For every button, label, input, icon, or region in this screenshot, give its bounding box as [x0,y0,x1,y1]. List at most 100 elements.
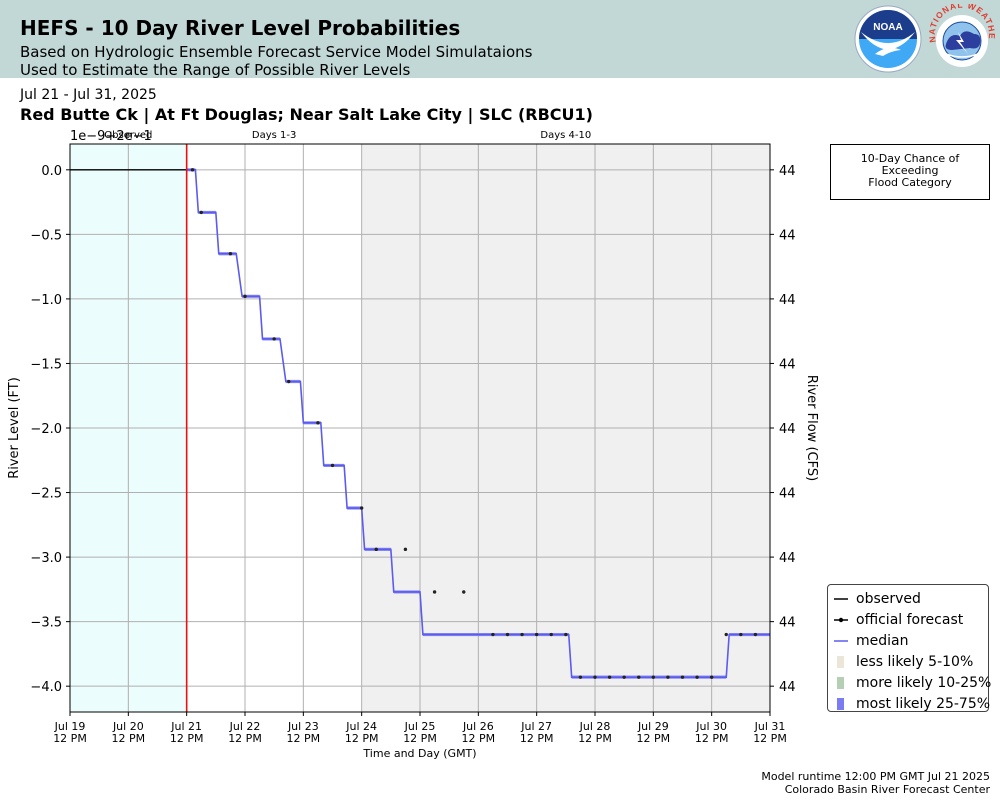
flood-box-line-2: Exceeding [881,164,939,177]
y2-tick-label: 44 [779,616,796,631]
y-tick-label: −4.0 [30,680,62,695]
y2-tick-label: 44 [779,357,796,372]
forecast-point [228,252,233,256]
region-label-observed: Observed [104,130,152,141]
median-line [186,169,770,678]
x-tick-label-date: Jul 21 [170,720,202,733]
forecast-point [359,506,364,510]
legend-less-likely-swatch [832,651,850,672]
chart-legend: observed official forecast median less l… [827,584,992,714]
x-tick-label-time: 12 PM [695,732,729,745]
legend-official-forecast-swatch [832,609,850,630]
forecast-point [272,337,276,341]
y2-tick-label: 44 [779,551,796,566]
legend-median-swatch [832,630,850,651]
y-tick-label: −3.0 [30,551,62,566]
flood-category-box: 10-Day Chance of Exceeding Flood Categor… [830,144,990,200]
forecast-point [578,675,583,679]
y-tick-label: −0.5 [30,228,62,243]
gauge-location: Red Butte Ck | At Ft Douglas; Near Salt … [20,105,593,124]
region-observed [70,144,187,712]
forecast-point [564,632,568,637]
x-tick-label-time: 12 PM [403,732,437,745]
forecast-point [190,168,195,172]
flood-box-line-3: Flood Category [868,176,952,189]
x-tick-label-date: Jul 23 [287,720,319,733]
y-axis-label: River Level (FT) [7,377,22,479]
forecast-period: Jul 21 - Jul 31, 2025 [20,87,157,103]
legend-label-median: median [856,632,909,649]
page-subtitle-1: Based on Hydrologic Ensemble Forecast Se… [20,43,533,61]
x-tick-label-time: 12 PM [345,732,379,745]
x-tick-label-time: 12 PM [462,732,496,745]
legend-item-observed: observed [832,588,988,609]
forecast-point [505,632,510,637]
forecast-point [753,632,758,637]
chart-regions [70,144,770,712]
forecast-point [374,547,378,552]
x-tick-label-time: 12 PM [53,732,87,745]
y2-axis-label: River Flow (CFS) [804,375,819,481]
x-tick-label-time: 12 PM [637,732,671,745]
x-tick-label-time: 12 PM [170,732,204,745]
legend-label-most-likely: most likely 25-75% [856,695,991,712]
x-tick-label-time: 12 PM [287,732,321,745]
forecast-point [520,632,524,637]
forecast-point [403,547,408,552]
legend-item-less-likely: less likely 5-10% [832,651,988,672]
forecast-point [651,675,656,679]
forecast-center: Colorado Basin River Forecast Center [784,783,990,796]
x-axis-label: Time and Day (GMT) [362,747,476,760]
footer: Model runtime 12:00 PM GMT Jul 21 2025 C… [761,770,990,796]
legend-item-most-likely: most likely 25-75% [832,693,991,714]
x-tick-label-time: 12 PM [228,732,262,745]
y2-tick-label: 44 [779,422,796,437]
x-tick-label-date: Jul 30 [695,720,727,733]
y-tick-label: 0.0 [41,164,62,179]
forecast-point [724,632,728,637]
legend-label-observed: observed [856,590,921,607]
y-offset-text: 1e−9+2e−1 [70,129,152,144]
chart-series [70,144,770,712]
legend-label-official-forecast: official forecast [856,611,964,628]
x-tick-label-date: Jul 25 [404,720,436,733]
forecast-point [680,675,685,679]
region-days-1-3 [186,144,362,712]
forecast-point [549,632,553,637]
legend-most-likely-swatch [832,693,850,714]
y-tick-label: −1.5 [30,357,62,372]
forecast-point [666,675,670,679]
chart-labels: Observed Days 1-3 Days 4-10 Time and Day (G… [7,129,819,760]
forecast-point [330,463,335,468]
forecast-point [316,421,320,425]
page-title: HEFS - 10 Day River Level Probabilities [20,16,461,40]
legend-item-official-forecast: official forecast [832,609,988,630]
header-banner: HEFS - 10 Day River Level Probabilities … [0,0,1000,79]
page-subtitle-2: Used to Estimate the Range of Possible R… [20,61,411,79]
region-label-days-1-3: Days 1-3 [252,130,296,141]
x-tick-label-time: 12 PM [520,732,554,745]
flood-box-line-1: 10-Day Chance of [860,152,960,165]
y2-tick-label: 44 [779,487,796,502]
x-tick-label-date: Jul 28 [579,720,611,733]
x-tick-label-date: Jul 27 [520,720,552,733]
legend-label-less-likely: less likely 5-10% [856,653,974,670]
x-tick-label-date: Jul 20 [112,720,144,733]
x-tick-label-time: 12 PM [753,732,787,745]
legend-label-more-likely: more likely 10-25% [856,674,992,691]
forecast-point [637,675,641,679]
region-label-days-4-10: Days 4-10 [540,130,591,141]
y-tick-label: −3.5 [30,616,62,631]
forecast-point [243,294,247,299]
legend-observed-swatch [832,588,850,609]
y-tick-label: −1.0 [30,293,62,308]
forecast-point [432,590,437,594]
forecast-point [695,675,699,679]
y2-tick-label: 44 [779,164,796,179]
region-days-4-10 [361,144,770,712]
x-tick-label-date: Jul 19 [54,720,86,733]
y-tick-label: −2.5 [30,487,62,502]
chart-grid [69,144,771,712]
legend-item-more-likely: more likely 10-25% [832,672,992,693]
forecast-point [462,590,466,594]
